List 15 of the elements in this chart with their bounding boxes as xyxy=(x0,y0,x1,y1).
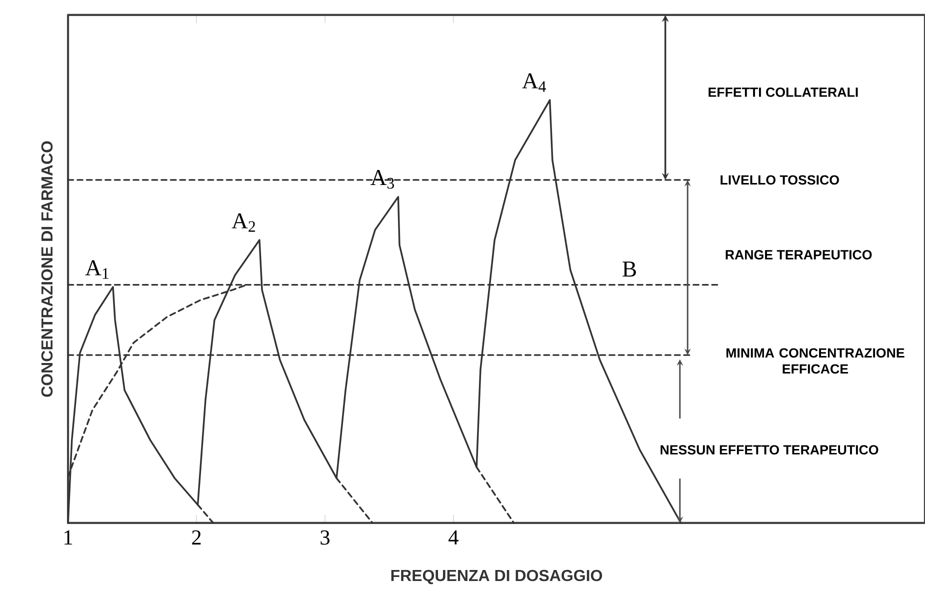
annotation: A$_{1}$ xyxy=(85,260,108,279)
x-axis-title: FREQUENZA DI DOSAGGIO xyxy=(391,570,602,584)
annotation: NESSUN EFFETTO TERAPEUTICO xyxy=(660,445,878,455)
annotation: A$_{4}$ xyxy=(522,73,546,92)
y-axis-title: CONCENTRAZIONE DI FARMACO xyxy=(41,141,53,397)
x-tick-label: 1 xyxy=(64,530,72,544)
x-tick-label: 4 xyxy=(448,530,458,544)
x-tick-label: 3 xyxy=(320,530,330,545)
annotation: RANGE TERAPEUTICO xyxy=(726,250,872,260)
annotation: A$_{2}$ xyxy=(232,213,255,232)
ref-line-label: MINIMA CONCENTRAZIONE EFFICACE xyxy=(726,348,904,374)
text: EFFETTI COLLATERALI xyxy=(708,87,858,97)
x-tick-label: 2 xyxy=(192,530,201,544)
ref-line-label: LIVELLO TOSSICO xyxy=(720,175,839,185)
annotation: B xyxy=(622,262,636,277)
